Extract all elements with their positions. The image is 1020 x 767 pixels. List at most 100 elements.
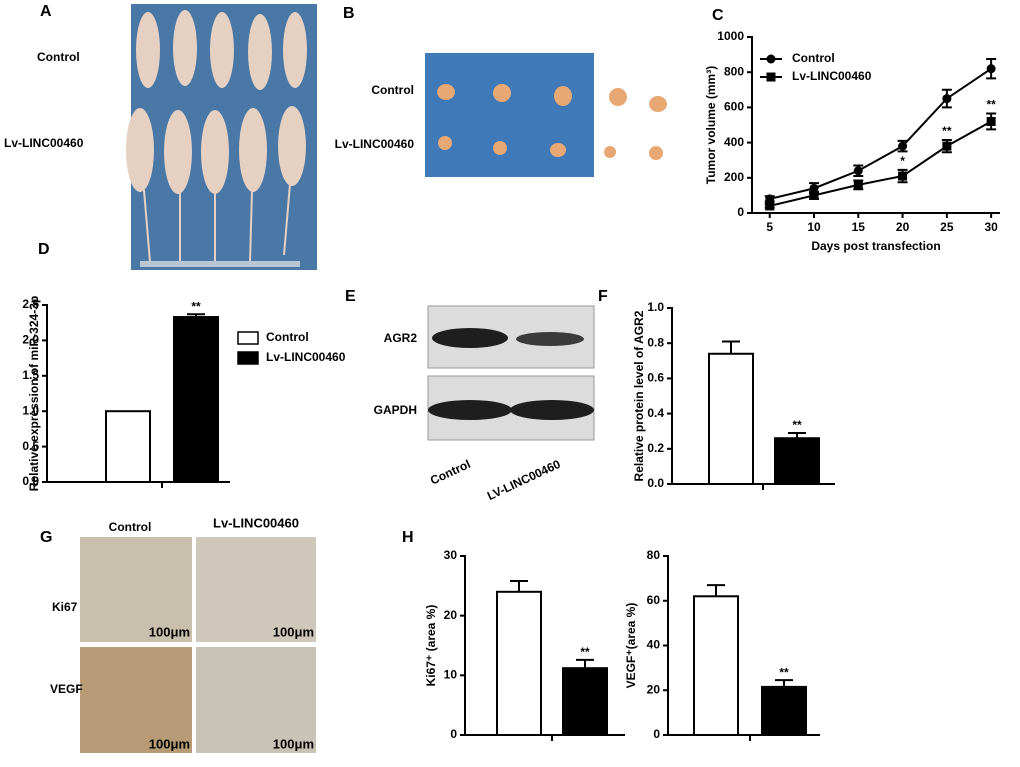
y-axis-label: Relative protein level of AGR2 (632, 310, 646, 481)
panel-letter: A (40, 3, 52, 20)
significance: ** (580, 645, 590, 659)
y-tick-label: 60 (647, 593, 661, 607)
row-label: VEGF (50, 682, 83, 696)
scale-bar-label: 100μm (273, 736, 314, 751)
y-tick-label: 1000 (717, 29, 744, 43)
bar (562, 667, 608, 737)
point (853, 180, 863, 190)
row-label: Ki67 (52, 600, 78, 614)
legend-label: Lv-LINC00460 (266, 350, 346, 364)
col-label: Lv-LINC00460 (213, 515, 299, 530)
panel-letter: D (38, 241, 50, 258)
panel-letter: G (40, 529, 52, 546)
point (898, 171, 908, 181)
y-tick-label: 30 (444, 548, 458, 562)
x-axis-label: Days post transfection (811, 239, 940, 253)
bar (173, 316, 219, 484)
point (986, 64, 996, 74)
significance: ** (792, 418, 802, 432)
significance: ** (779, 665, 789, 679)
y-tick-label: 400 (724, 135, 744, 149)
y-tick-label: 2.5 (22, 297, 39, 311)
y-tick-label: 200 (724, 170, 744, 184)
y-tick-label: 20 (647, 682, 661, 696)
legend-marker (766, 72, 776, 82)
legend-swatch (237, 351, 259, 365)
row-label: AGR2 (384, 331, 418, 345)
point (986, 116, 996, 126)
scale-bar-label: 100μm (149, 736, 190, 751)
series-line (769, 67, 992, 200)
point (765, 194, 775, 204)
y-tick-label: 20 (444, 608, 458, 622)
legend-label: Control (792, 51, 835, 65)
legend-swatch (237, 331, 259, 345)
significance: * (900, 154, 905, 168)
point (765, 201, 775, 211)
legend-marker (766, 54, 776, 64)
bar (693, 595, 739, 737)
error-bar (775, 679, 793, 687)
point (898, 141, 908, 151)
y-tick-label: 800 (724, 64, 744, 78)
error-bar (576, 658, 594, 669)
x-tick-label: 20 (896, 220, 910, 234)
significance: ** (191, 299, 201, 313)
y-tick-label: 0.0 (22, 474, 39, 488)
y-tick-label: 2.0 (22, 333, 39, 347)
point (809, 190, 819, 200)
y-tick-label: 0.8 (647, 335, 664, 349)
legend-label: Control (266, 330, 309, 344)
western-blot (427, 305, 595, 441)
point (942, 141, 952, 151)
y-axis-label: Relative expression of miR-324-3p (27, 296, 41, 491)
scale-bar-label: 100μm (149, 624, 190, 639)
row-label: Lv-LINC00460 (4, 136, 84, 150)
row-label: GAPDH (374, 403, 417, 417)
y-tick-label: 0 (450, 727, 457, 741)
scale-bar-label: 100μm (273, 624, 314, 639)
row-label: Control (371, 83, 414, 97)
x-tick-label: 30 (984, 220, 998, 234)
bar (761, 685, 807, 736)
panel-letter: B (343, 5, 355, 22)
y-tick-label: 0 (653, 727, 660, 741)
significance: ** (942, 124, 952, 138)
y-tick-label: 1.0 (22, 403, 39, 417)
x-tick-label: 10 (807, 220, 821, 234)
significance: ** (986, 98, 996, 112)
y-tick-label: 0 (737, 205, 744, 219)
y-tick-label: 0.5 (22, 439, 39, 453)
row-label: Lv-LINC00460 (335, 137, 415, 151)
bar (708, 352, 754, 486)
point (942, 94, 952, 104)
panel-letter: F (598, 288, 608, 305)
y-axis-label: Tumor volume (mm³) (704, 66, 718, 184)
histology-images (80, 537, 316, 753)
x-tick-label: 25 (940, 220, 954, 234)
point (809, 183, 819, 193)
bar (774, 437, 820, 485)
y-tick-label: 0.2 (647, 441, 664, 455)
panel-letter: C (712, 7, 724, 24)
y-tick-label: 40 (647, 638, 661, 652)
error-bar (707, 584, 725, 597)
y-axis-label: VEGF⁺(area %) (624, 603, 638, 689)
x-tick-label: 5 (766, 220, 773, 234)
panel-letter: E (345, 288, 356, 305)
row-label: Control (37, 50, 80, 64)
error-bar (510, 580, 528, 592)
y-tick-label: 80 (647, 548, 661, 562)
bar (496, 590, 542, 736)
panel-letter: H (402, 529, 414, 546)
col-label: Control (109, 520, 152, 534)
y-axis-label: Ki67⁺ (area %) (424, 605, 438, 687)
series-line (769, 120, 992, 207)
tumor-photo (425, 53, 667, 177)
mice-photo (126, 4, 317, 270)
y-tick-label: 1.0 (647, 300, 664, 314)
y-tick-label: 600 (724, 100, 744, 114)
y-tick-label: 10 (444, 668, 458, 682)
x-tick-label: 15 (852, 220, 866, 234)
